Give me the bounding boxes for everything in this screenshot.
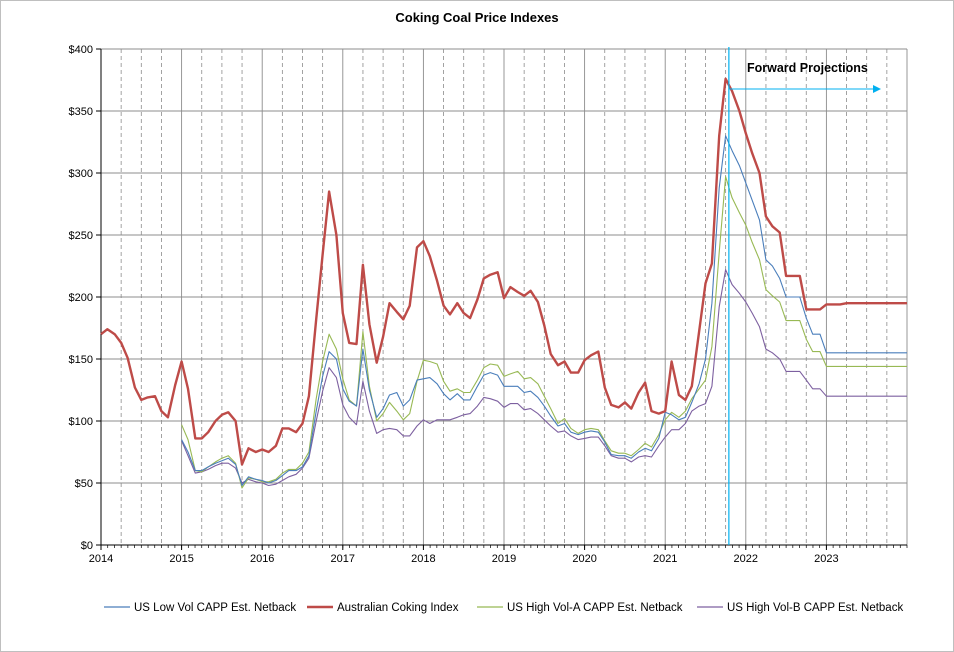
series-line-australian [100,77,907,466]
annotation-layer: Forward Projections [728,47,881,545]
x-tick-label: 2016 [250,553,274,565]
y-tick-label: $50 [75,478,93,490]
legend-label-us-high-vol-b: US High Vol-B CAPP Est. Netback [727,602,903,614]
x-tick-label: 2017 [331,553,355,565]
y-tick-label: $400 [69,44,93,56]
x-tick-label: 2018 [411,553,435,565]
legend: US Low Vol CAPP Est. Netback Australian C… [104,602,903,614]
series-line-us-low-vol [181,135,907,487]
x-tick-label: 2021 [653,553,677,565]
forward-projections-label: Forward Projections [747,61,868,75]
x-tick-label: 2022 [734,553,758,565]
y-tick-label: $150 [69,354,93,366]
legend-label-australian: Australian Coking Index [337,602,459,614]
x-tick-label: 2014 [89,553,113,565]
x-tick-label: 2023 [814,553,838,565]
y-tick-label: $100 [69,416,93,428]
y-tick-label: $250 [69,230,93,242]
legend-label-us-high-vol-a: US High Vol-A CAPP Est. Netback [507,602,683,614]
chart-title: Coking Coal Price Indexes [395,10,558,25]
y-tick-label: $300 [69,168,93,180]
series-layer [100,77,907,489]
x-tick-label: 2019 [492,553,516,565]
x-tick-label: 2015 [169,553,193,565]
series-line-us-high-vol-a [181,176,907,489]
axis-layer: $0 $50 $100 $150 $200 $250 $300 $350 $400 2014 201… [69,44,908,565]
y-tick-label: $0 [81,540,93,552]
x-tick-label: 2020 [572,553,596,565]
y-tick-label: $200 [69,292,93,304]
legend-label-us-low-vol: US Low Vol CAPP Est. Netback [134,602,296,614]
projection-arrow-head [873,85,881,93]
y-tick-label: $350 [69,106,93,118]
series-line-us-high-vol-b [181,269,907,487]
